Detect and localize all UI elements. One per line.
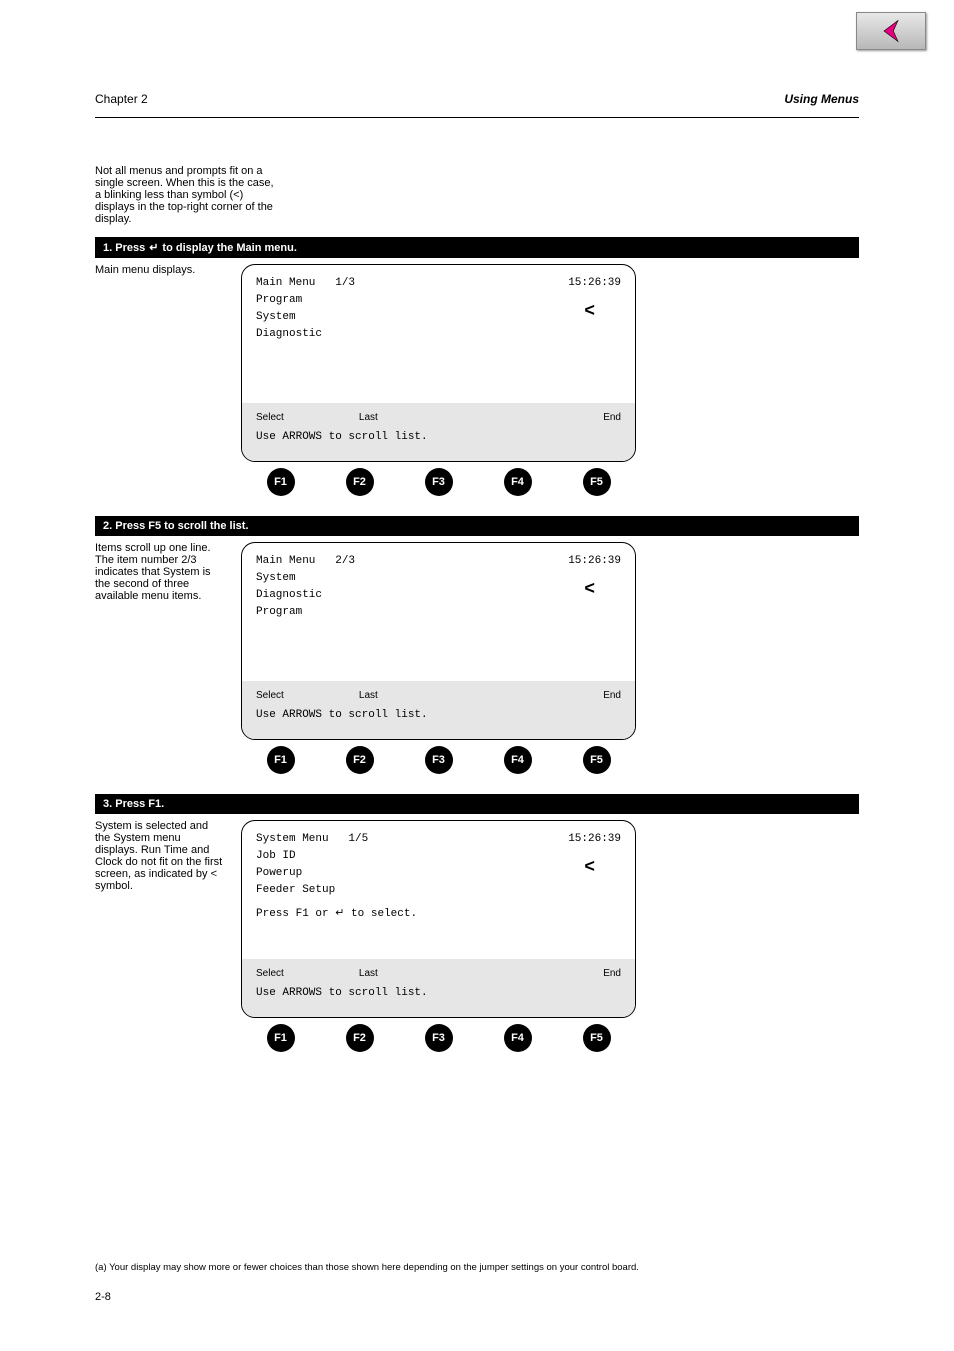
f4-key[interactable]: F4 <box>504 468 532 496</box>
back-arrow-icon <box>877 17 905 45</box>
fkey-row-3: F1 F2 F3 F4 F5 <box>241 1024 636 1052</box>
section-title: Using Menus <box>784 92 859 106</box>
step-1-desc: Main menu displays. <box>95 258 231 510</box>
more-indicator-icon: < <box>584 855 595 883</box>
screen-3-item-2: Powerup <box>256 865 621 882</box>
screen-1-msg: Use ARROWS to scroll list. <box>256 430 621 446</box>
f2-key[interactable]: F2 <box>346 1024 374 1052</box>
step-2-text: 2. Press F5 to scroll the list. <box>103 520 249 532</box>
screen-3-time: 15:26:39 <box>568 831 621 848</box>
screen-2-item-3: Program <box>256 604 621 621</box>
intro-text: Not all menus and prompts fit on a singl… <box>95 165 280 225</box>
f4-key[interactable]: F4 <box>504 1024 532 1052</box>
screen-2-time: 15:26:39 <box>568 553 621 570</box>
step-3-desc: System is selected and the System menu d… <box>95 814 231 1066</box>
screen-3-msg: Use ARROWS to scroll list. <box>256 986 621 1002</box>
screen-1-item-1: Program <box>256 292 621 309</box>
step-1-text-b: to display the Main menu. <box>162 242 296 254</box>
f5-key[interactable]: F5 <box>583 1024 611 1052</box>
back-button[interactable] <box>856 12 926 50</box>
screen-2-title: Main Menu 2/3 <box>256 553 355 570</box>
f1-key[interactable]: F1 <box>267 746 295 774</box>
screen-3-fk-5: End <box>603 967 621 982</box>
screen-1-title: Main Menu 1/3 <box>256 275 355 292</box>
screen-3-fk-1: Select <box>256 967 284 982</box>
step-2-bar: 2. Press F5 to scroll the list. <box>95 516 859 536</box>
screen-1-fk-5: End <box>603 411 621 426</box>
screen-2: Main Menu 2/3 15:26:39 < System Diagnost… <box>241 542 636 740</box>
fkey-row-2: F1 F2 F3 F4 F5 <box>241 746 636 774</box>
screen-1-item-3: Diagnostic <box>256 326 621 343</box>
f2-key[interactable]: F2 <box>346 468 374 496</box>
screen-3: System Menu 1/5 15:26:39 < Job ID Poweru… <box>241 820 636 1018</box>
f5-key[interactable]: F5 <box>583 468 611 496</box>
screen-1-fk-2: Last <box>359 411 378 426</box>
screen-2-item-1: System <box>256 570 621 587</box>
screen-2-fk-2: Last <box>359 689 378 704</box>
screen-1: Main Menu 1/3 15:26:39 < Program System … <box>241 264 636 462</box>
page-header: Chapter 2 Using Menus <box>95 92 859 118</box>
step-1-bar: 1. Press ↵ to display the Main menu. <box>95 237 859 258</box>
f5-key[interactable]: F5 <box>583 746 611 774</box>
chapter-label: Chapter 2 <box>95 92 148 106</box>
screen-3-hint-b: to select. <box>351 908 417 920</box>
screen-3-title: System Menu 1/5 <box>256 831 368 848</box>
step-1-text-a: 1. Press <box>103 242 145 254</box>
more-indicator-icon: < <box>584 299 595 327</box>
enter-icon: ↵ <box>335 905 344 922</box>
f3-key[interactable]: F3 <box>425 746 453 774</box>
screen-1-item-2: System <box>256 309 621 326</box>
screen-1-time: 15:26:39 <box>568 275 621 292</box>
more-indicator-icon: < <box>584 577 595 605</box>
screen-1-fk-1: Select <box>256 411 284 426</box>
step-3-text: 3. Press F1. <box>103 798 164 810</box>
screen-2-item-2: Diagnostic <box>256 587 621 604</box>
f3-key[interactable]: F3 <box>425 468 453 496</box>
screen-2-fk-1: Select <box>256 689 284 704</box>
enter-icon: ↵ <box>149 241 158 254</box>
screen-2-fk-5: End <box>603 689 621 704</box>
screen-3-item-3: Feeder Setup <box>256 882 621 899</box>
footnote: (a) Your display may show more or fewer … <box>95 1262 859 1273</box>
screen-3-fk-2: Last <box>359 967 378 982</box>
f1-key[interactable]: F1 <box>267 468 295 496</box>
fkey-row-1: F1 F2 F3 F4 F5 <box>241 468 636 496</box>
screen-2-msg: Use ARROWS to scroll list. <box>256 708 621 724</box>
screen-3-item-1: Job ID <box>256 848 621 865</box>
screen-3-hint-a: Press F1 or <box>256 908 335 920</box>
f3-key[interactable]: F3 <box>425 1024 453 1052</box>
f1-key[interactable]: F1 <box>267 1024 295 1052</box>
f4-key[interactable]: F4 <box>504 746 532 774</box>
step-3-bar: 3. Press F1. <box>95 794 859 814</box>
f2-key[interactable]: F2 <box>346 746 374 774</box>
step-2-desc: Items scroll up one line. The item numbe… <box>95 536 231 788</box>
page-number: 2-8 <box>95 1291 111 1303</box>
